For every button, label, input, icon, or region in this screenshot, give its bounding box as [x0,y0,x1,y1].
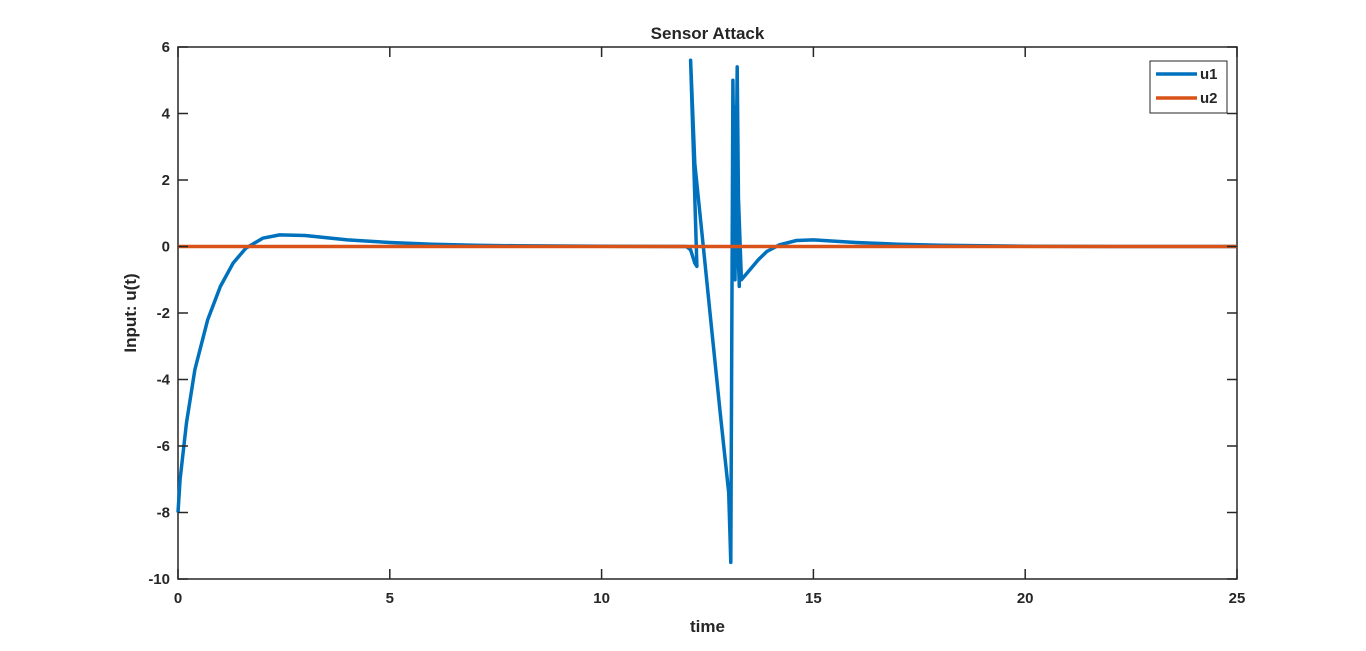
ticks-layer: 0 5 10 15 20 25 -10 -8 -6 -4 -2 0 2 4 6 [148,39,1245,607]
legend-box [1149,60,1228,114]
y-tick-label: -10 [148,571,170,588]
series-layer [176,58,1237,565]
y-tick-label: -8 [157,505,170,522]
y-tick-label: -4 [157,372,171,389]
y-tick-label: 0 [162,239,170,256]
x-tick-label: 10 [593,590,610,607]
x-axis-label: time [690,617,725,636]
x-tick-label: 0 [174,590,182,607]
y-tick-label: 4 [162,106,171,123]
legend-label-u1: u1 [1200,66,1218,83]
y-tick-label: -6 [157,438,170,455]
x-tick-label: 5 [386,590,394,607]
legend-label-u2: u2 [1200,90,1218,107]
y-tick-label: 6 [162,39,170,56]
x-tick-label: 25 [1229,590,1246,607]
axes-box [177,46,1238,580]
x-tick-label: 20 [1017,590,1034,607]
chart-title: Sensor Attack [651,24,765,43]
series-line-u1 [176,58,1237,565]
plot-area [177,46,1238,580]
y-axis-label: Input: u(t) [121,273,140,352]
y-tick-label: -2 [157,305,170,322]
y-tick-label: 2 [162,172,170,189]
x-tick-label: 15 [805,590,822,607]
